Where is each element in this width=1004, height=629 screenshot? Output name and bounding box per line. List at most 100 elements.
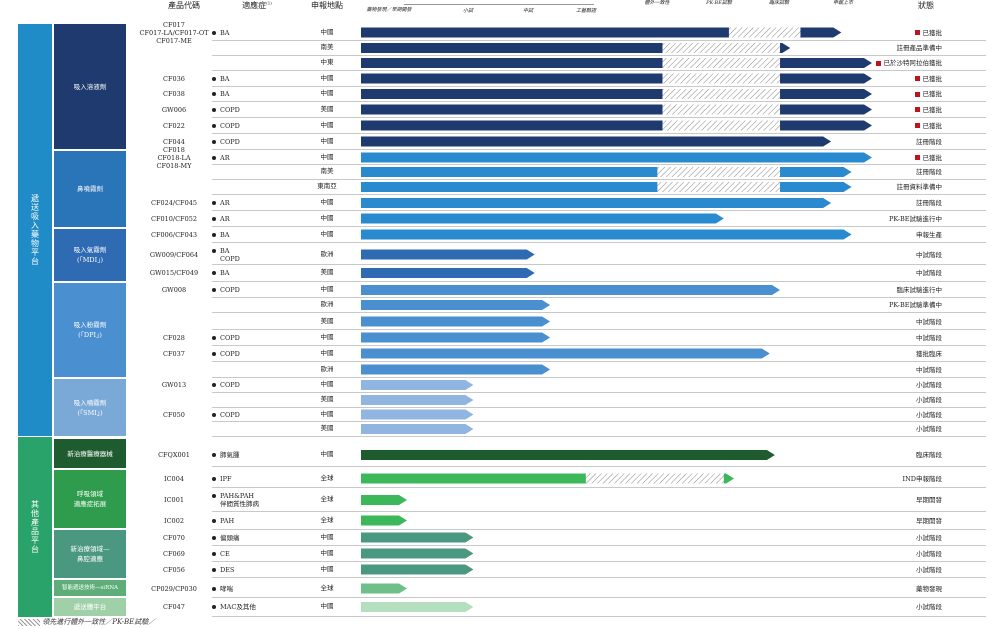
header-status: 狀態: [918, 1, 934, 10]
progress-bar: [361, 229, 852, 240]
region: 中國: [320, 409, 334, 418]
status-text: 中試階段: [916, 269, 942, 277]
row-divider: [212, 361, 986, 362]
bullet-icon: [212, 76, 216, 81]
row-divider: [212, 55, 986, 56]
row-divider: [212, 297, 986, 298]
indication: AR: [212, 215, 230, 223]
status: 藥物發現: [832, 585, 942, 593]
progress-bar: [361, 348, 770, 359]
region: 中國: [320, 602, 334, 610]
header-indication-label: 適應症: [242, 1, 267, 10]
status-text: 小試階段: [916, 565, 942, 574]
indication: DES: [212, 566, 234, 574]
indication: COPD: [212, 122, 240, 130]
category-delivery-platform: 遞送體平台: [54, 598, 126, 616]
category-inhalation-solution: 吸入溶液劑: [54, 24, 126, 149]
region: 中國: [320, 89, 334, 97]
product-code: IC002: [164, 516, 184, 525]
status-text: 中試階段: [916, 333, 942, 342]
indication-text: PAH&PAH 伴間質性肺病: [220, 492, 259, 508]
indication: AR: [212, 154, 230, 162]
status: 獲批臨床: [832, 350, 942, 358]
row-divider: [212, 545, 986, 546]
row-divider: [212, 312, 986, 313]
product-code: GW015/CF049: [149, 269, 199, 277]
bullet-icon: [212, 518, 216, 523]
indication-text: COPD: [220, 137, 240, 146]
indication: COPD: [212, 350, 240, 358]
bullet-icon: [212, 476, 216, 481]
status: 申報生產: [832, 231, 942, 239]
region: 歐洲: [320, 364, 334, 373]
product-code: CF017 CF017-LA/CF017-OT CF017-ME: [139, 20, 209, 45]
flag-icon: [875, 60, 881, 66]
indication: BA: [212, 269, 229, 277]
region: 美國: [320, 395, 334, 403]
indication: BA: [212, 75, 229, 83]
status: PK-BE試驗準備中: [832, 301, 942, 309]
status: 小試階段: [832, 396, 942, 404]
row-divider: [212, 194, 986, 195]
status-text: 註冊階段: [916, 168, 942, 176]
region: 中國: [320, 380, 334, 388]
region: 中國: [320, 332, 334, 341]
row-divider: [212, 616, 986, 617]
region: 中國: [320, 213, 334, 222]
flag-icon: [914, 155, 920, 160]
product-code: GW013: [161, 381, 187, 389]
status-text: 藥物發現: [916, 584, 942, 593]
progress-hatch: [662, 120, 781, 131]
header-region: 申報地點: [311, 1, 343, 10]
category-nasal-new: 新治療領域— 鼻腔適應: [54, 530, 126, 578]
status: 小試階段: [832, 534, 942, 542]
product-code: CF036: [163, 74, 185, 83]
product-code: IC004: [164, 474, 184, 483]
progress-bar: [361, 495, 407, 505]
region: 中國: [320, 348, 334, 357]
indication-text: BA: [220, 269, 230, 277]
status-text: 早期開發: [916, 516, 942, 525]
progress-bar: [361, 27, 842, 38]
status-text: PK-BE試驗進行中: [889, 214, 942, 223]
category-sirna: 智能遞送技術—siRNA: [54, 580, 126, 596]
progress-bar: [361, 424, 474, 434]
status-text: 獲批臨床: [916, 349, 942, 358]
indication-text: COPD: [220, 381, 240, 389]
indication-text: IPF: [220, 474, 232, 483]
status-text: 臨床階段: [916, 451, 942, 459]
indication-text: 肺氣腫: [220, 451, 240, 459]
region: 中國: [320, 27, 334, 36]
row-divider: [212, 466, 986, 467]
progress-bar: [361, 395, 474, 405]
product-code: CF010/CF052: [151, 214, 197, 223]
region: 南美: [320, 167, 334, 175]
bullet-icon: [212, 335, 216, 340]
bullet-icon: [212, 201, 216, 205]
region: 南美: [320, 43, 334, 51]
indication: 肺氣腫: [212, 451, 240, 459]
status: 小試階段: [832, 550, 942, 558]
indication: AR: [212, 199, 230, 207]
status: 臨床試驗進行中: [832, 286, 943, 294]
indication: PAH: [212, 517, 234, 525]
footnote-text: 領先進行體外一致性／PK-BE試驗／: [42, 618, 156, 626]
status-text: 小試階段: [916, 533, 942, 542]
header-stage-clinical: 臨床試驗: [768, 0, 789, 6]
progress-bar: [361, 316, 551, 327]
category-smi: 吸入噴霧劑 (「SMI」): [54, 379, 126, 436]
indication-text: DES: [220, 565, 235, 574]
row-divider: [212, 511, 986, 512]
header-stage-process: 工藝驗證: [575, 8, 596, 14]
header-stage-pkbe: PK-BE試驗: [706, 0, 732, 6]
region: 中國: [320, 198, 334, 206]
indication-text: COPD: [220, 105, 240, 114]
progress-bar: [361, 152, 872, 163]
progress-bar: [361, 285, 781, 295]
indication: BA COPD: [212, 247, 240, 263]
status-text: 註冊階段: [916, 199, 942, 207]
row-divider: [212, 345, 986, 346]
indication: IPF: [212, 475, 231, 483]
category-nasal-spray: 鼻噴霧劑: [54, 151, 126, 227]
row-divider: [212, 436, 986, 437]
